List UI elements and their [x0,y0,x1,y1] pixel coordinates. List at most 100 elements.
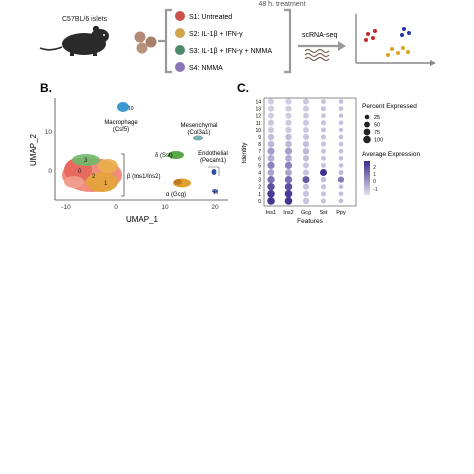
dotplot-x-label: Features [297,218,323,225]
dotplot-dot [267,126,275,134]
dotplot-dot [321,162,326,168]
condition-list: S1: Untreated S2: IL-1β + IFN-γ S3: IL-1… [175,11,272,72]
endothelial-gene: (Pecam1) [200,158,226,164]
dotplot-x-tick: Ppy [336,210,346,216]
dotplot-dot [302,98,310,105]
dotplot-dot [338,134,344,140]
dotplot-dot [320,106,327,112]
dotplot-dot [320,169,327,176]
cluster-number: 3 [84,158,88,164]
dotplot-dot [302,105,310,112]
size-legend-dot [364,114,370,120]
dotplot-dot [267,175,275,184]
cluster-number: 2 [92,174,96,180]
color-legend-tick: -1 [373,187,378,193]
dotplot-dot [285,140,292,148]
dotplot-dot [302,162,310,169]
dotplot-dot [267,98,275,105]
dotplot-dot [337,176,345,183]
dotplot-dot [320,120,327,126]
umap-y-label: UMAP_2 [29,133,38,166]
dotplot-dot [320,148,327,154]
dotplot-dot [267,154,275,162]
mesenchymal-gene: (Col3a1) [187,130,210,136]
dotplot-dot [267,119,275,126]
dotplot-y-tick: 2 [258,185,261,191]
dotplot-dot [338,163,344,168]
umap-y-tick: 0 [48,168,52,175]
alpha-label: α (Gcg) [166,192,186,198]
dotplot-y-tick: 11 [256,121,261,127]
dotplot-dot [302,133,310,141]
dotplot-dot [285,112,292,119]
alpha-cluster [173,178,191,188]
dotplot-frame [263,97,357,207]
dotplot-dot [320,134,327,140]
dotplot-y-tick: 4 [258,171,261,177]
dotplot-dot [302,176,310,184]
right-bracket [284,8,292,74]
dotplot-dot [267,133,275,141]
condition-s1: S1: Untreated [189,14,232,21]
dotplot-y-tick: 6 [258,156,261,162]
mesenchymal-cluster [193,135,203,141]
dotplot-dot [338,99,344,104]
umap-x-tick: 20 [211,204,219,211]
endothelial-bracket [208,166,220,176]
panel-b-letter: B. [40,81,52,95]
dotplot-dot [284,190,293,198]
dotplot-dot [267,112,275,119]
dotplot-dot [267,105,275,112]
dotplot-dot [320,198,327,204]
color-legend-title: Average Expression [362,151,420,158]
dotplot-dot [338,113,344,118]
dotplot-dot [338,184,344,189]
condition-dot-s1 [175,11,185,21]
color-legend-tick: 1 [373,172,376,178]
color-legend-tick: 2 [373,165,376,171]
endothelial-label: Endothelial [198,151,228,157]
islets-icon [134,31,157,54]
umap-y-tick: 10 [45,129,53,136]
dotplot-dot [284,175,293,184]
dotplot-y-tick: 5 [258,163,261,169]
condition-dot-s2 [175,28,185,38]
dotplot-dot [284,161,293,170]
dotplot-dot [338,141,344,147]
dotplot-x-tick: Sst [320,210,328,216]
umap-x-tick: 0 [114,204,118,211]
dotplot-dot [302,197,310,205]
cluster-number: 0 [78,169,82,175]
dotplot-dot [285,105,292,112]
size-legend-dot [363,128,371,136]
dotplot-x-tick: Gcg [301,210,311,216]
dotplot-dot [320,141,327,147]
delta-cluster [168,151,184,159]
condition-dot-s3 [175,45,185,55]
dotplot-dot [321,99,326,104]
size-legend-label: 75 [374,130,380,136]
dotplot-dot [267,169,275,176]
size-legend-label: 50 [374,123,380,129]
dotplot-dot [285,133,292,141]
dotplot-dot [320,176,327,183]
seq-label: scRNA-seq [302,32,338,39]
dotplot-dot [303,126,309,133]
dotplot-dot [285,119,292,126]
dotplot-dot [302,119,310,126]
dotplot-dot [338,191,344,197]
dotplot-y-tick: 7 [258,149,261,155]
size-legend-dot [364,121,370,128]
dotplot-dot [302,190,310,197]
dotplot-dot [338,127,344,133]
dotplot-dot [338,148,344,154]
dotplot-y-tick: 14 [255,100,261,106]
delta-label: δ (Sst) [155,153,173,159]
condition-s3: S3: IL-1β + IFN-γ + NMMA [189,48,272,55]
dotplot-dot [338,120,344,126]
dotplot-dot [285,126,292,134]
size-legend-label: 25 [374,115,380,121]
dotplot-x-tick: Ins1 [266,210,276,216]
cluster-number: 14 [213,190,219,195]
